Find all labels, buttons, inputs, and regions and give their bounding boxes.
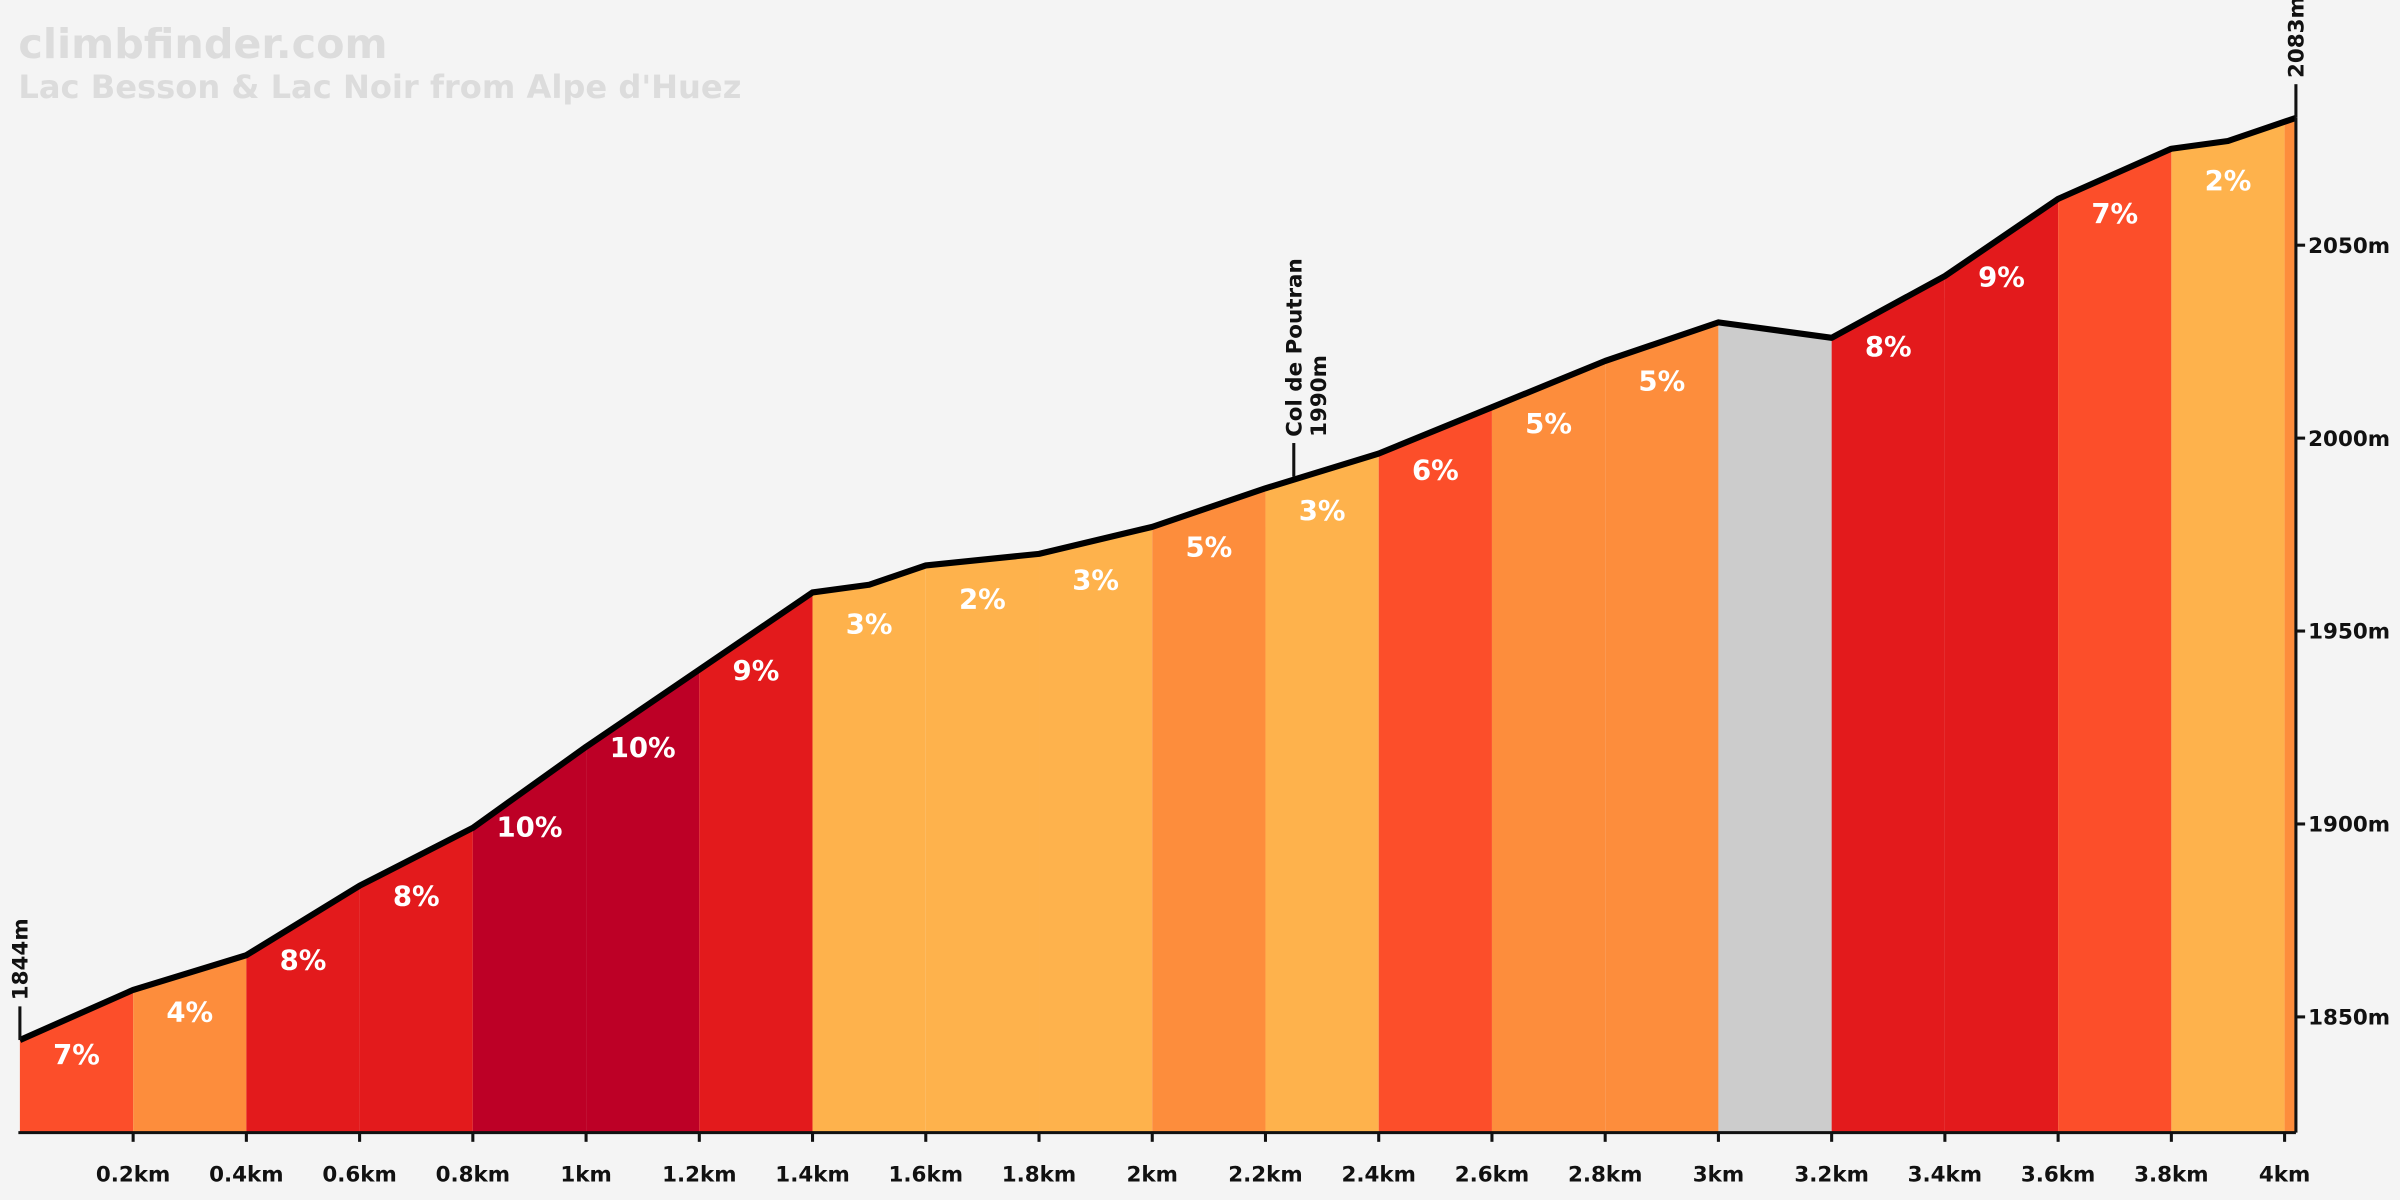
- gradient-segment: [699, 592, 813, 1133]
- gradient-segment: [1944, 198, 2059, 1133]
- annotation-label: 2083m: [2285, 0, 2310, 78]
- gradient-label: 9%: [733, 655, 780, 687]
- x-tick-label: 1km: [560, 1163, 611, 1188]
- x-tick-label: 2.2km: [1228, 1163, 1302, 1188]
- x-tick-label: 4km: [2259, 1163, 2310, 1188]
- gradient-label: 2%: [2205, 165, 2252, 197]
- gradient-segment: [2284, 117, 2296, 1133]
- x-tick-label: 3.2km: [1794, 1163, 1868, 1188]
- x-tick-label: 3.6km: [2021, 1163, 2095, 1188]
- gradient-label: 3%: [1072, 564, 1119, 596]
- x-tick-label: 2km: [1127, 1163, 1178, 1188]
- gradient-segment: [1039, 526, 1153, 1133]
- y-tick-label: 1850m: [2308, 1006, 2390, 1031]
- x-tick-label: 1.8km: [1002, 1163, 1076, 1188]
- gradient-label: 10%: [496, 811, 562, 843]
- gradient-label: 10%: [610, 732, 676, 764]
- x-tick-label: 1.4km: [775, 1163, 849, 1188]
- gradient-label: 5%: [1525, 408, 1572, 440]
- gradient-segment: [586, 669, 700, 1133]
- x-tick-label: 2.6km: [1455, 1163, 1529, 1188]
- gradient-segment: [1265, 453, 1379, 1133]
- gradient-label: 2%: [959, 584, 1006, 616]
- gradient-segment: [246, 885, 360, 1133]
- x-tick-label: 3.8km: [2134, 1163, 2208, 1188]
- x-tick-label: 3.4km: [1908, 1163, 1982, 1188]
- x-tick-label: 2.4km: [1341, 1163, 1415, 1188]
- x-tick-label: 0.8km: [436, 1163, 510, 1188]
- y-tick-label: 1950m: [2308, 620, 2390, 645]
- gradient-segment: [2171, 121, 2285, 1133]
- x-tick-label: 0.2km: [96, 1163, 170, 1188]
- x-tick-label: 1.6km: [889, 1163, 963, 1188]
- gradient-label: 5%: [1185, 532, 1232, 564]
- gradient-segment: [1152, 488, 1266, 1133]
- x-tick-label: 0.6km: [322, 1163, 396, 1188]
- gradient-label: 7%: [2091, 198, 2138, 230]
- gradient-segment: [359, 827, 473, 1133]
- gradient-label: 3%: [846, 609, 893, 641]
- profile-line: [18, 114, 2297, 1043]
- y-tick-label: 2000m: [2308, 427, 2390, 452]
- gradient-segment: [133, 955, 247, 1133]
- gradient-label: 5%: [1638, 366, 1685, 398]
- gradient-label: 8%: [1865, 331, 1912, 363]
- gradient-segment: [1491, 360, 1606, 1133]
- gradient-segment: [1718, 322, 1832, 1133]
- chart-subtitle: Lac Besson & Lac Noir from Alpe d'Huez: [18, 68, 741, 106]
- gradient-segment: [19, 989, 134, 1133]
- gradient-label: 8%: [393, 881, 440, 913]
- gradient-label: 7%: [53, 1039, 100, 1071]
- gradient-label: 4%: [166, 997, 213, 1029]
- gradient-segment: [1605, 322, 1719, 1133]
- gradient-label: 9%: [1978, 261, 2025, 293]
- gradient-label: 8%: [280, 944, 327, 976]
- gradient-label: 3%: [1299, 495, 1346, 527]
- gradient-segment: [925, 553, 1040, 1133]
- gradient-segment: [1378, 407, 1492, 1133]
- annotation-label: 1844m: [9, 918, 34, 1000]
- gradient-segment: [472, 746, 587, 1133]
- x-tick-label: 3km: [1693, 1163, 1744, 1188]
- x-tick-label: 0.4km: [209, 1163, 283, 1188]
- annotation-name: Col de Poutran: [1282, 258, 1307, 437]
- x-tick-label: 1.2km: [662, 1163, 736, 1188]
- gradient-segment: [1831, 276, 1945, 1133]
- chart-title: climbfinder.com: [18, 20, 387, 68]
- x-tick-label: 2.8km: [1568, 1163, 1642, 1188]
- y-tick-label: 2050m: [2308, 234, 2390, 259]
- y-tick-label: 1900m: [2308, 813, 2390, 838]
- gradient-segment: [2058, 148, 2172, 1133]
- annotation-label: 1990m: [1307, 355, 1332, 437]
- gradient-label: 6%: [1412, 454, 1459, 486]
- gradient-segment: [812, 565, 926, 1133]
